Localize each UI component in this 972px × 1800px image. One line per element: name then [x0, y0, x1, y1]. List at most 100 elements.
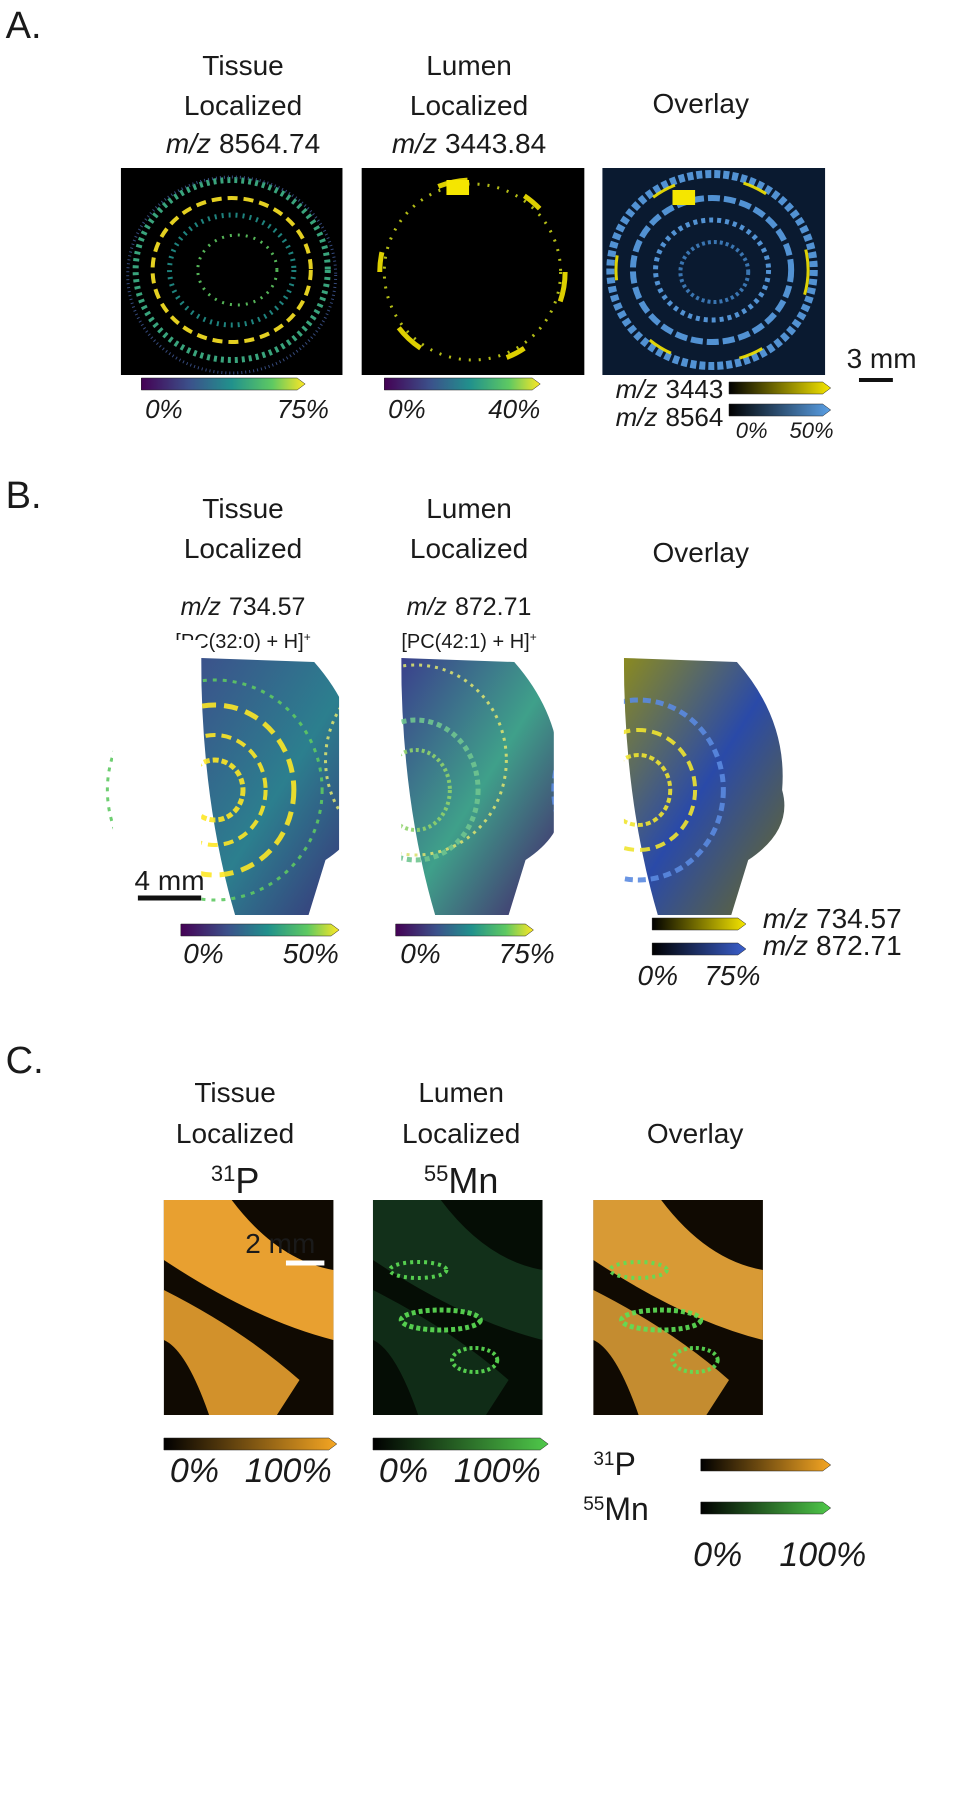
text-part: m/z — [616, 374, 658, 404]
mz-label: m/z 3443.84 — [392, 128, 546, 159]
text-part: Lumen — [426, 50, 512, 81]
column-title: Lumen — [426, 493, 512, 524]
colorbar — [372, 1437, 549, 1451]
text-part: 50% — [789, 418, 833, 443]
column-title: Localized — [402, 1118, 520, 1149]
legend-label: 31P — [593, 1446, 635, 1482]
text-part: 3 mm — [847, 343, 917, 374]
text-part: Tissue — [202, 50, 283, 81]
lumen-signal — [382, 182, 563, 362]
text-part: 8564.74 — [219, 128, 320, 159]
column-title: Tissue — [202, 50, 283, 81]
text-part: Tissue — [194, 1077, 275, 1108]
element-spot — [608, 1260, 669, 1280]
colorbar-max: 50% — [283, 938, 339, 969]
overlay-signal — [606, 170, 818, 370]
lumen-signal — [324, 663, 508, 857]
text-part: 0% — [183, 938, 223, 969]
column-title: Overlay — [653, 537, 749, 568]
colorbar-min: 0% — [736, 418, 768, 443]
text-part: Overlay — [653, 537, 749, 568]
element-spot — [619, 1307, 704, 1333]
colorbar — [163, 1437, 338, 1451]
column-title: Tissue — [202, 493, 283, 524]
text-part: Localized — [184, 533, 302, 564]
text-part: m/z — [392, 128, 437, 159]
element-signal — [372, 1290, 509, 1415]
colorbar — [700, 1501, 832, 1515]
text-part: Lumen — [426, 493, 512, 524]
text-part: 2 mm — [245, 1228, 315, 1259]
overlay-signal — [678, 240, 751, 304]
text-part: m/z — [763, 930, 808, 961]
text-part: 55 — [424, 1161, 448, 1186]
text-part: 0% — [736, 418, 768, 443]
text-part: Tissue — [202, 493, 283, 524]
legend-label: m/z 734.57 — [763, 903, 902, 934]
text-part: Mn — [448, 1160, 498, 1201]
colorbar-min: 0% — [170, 1452, 219, 1490]
column-title: Overlay — [647, 1118, 743, 1149]
text-part: A. — [6, 5, 42, 47]
tissue-signal — [126, 175, 338, 375]
text-part: m/z — [181, 593, 222, 621]
text-part: 0% — [638, 960, 678, 991]
column-title: Localized — [184, 533, 302, 564]
element-spot — [670, 1346, 720, 1374]
text-part: 100% — [245, 1452, 332, 1490]
text-part: Localized — [184, 90, 302, 121]
text-part: 75% — [499, 938, 555, 969]
tissue-signal — [132, 177, 331, 363]
text-part: P — [615, 1446, 636, 1482]
text-part: 0% — [388, 394, 426, 424]
text-part: 40% — [488, 394, 540, 424]
isotope-label: 55Mn — [424, 1160, 499, 1201]
overlay-signal — [629, 195, 795, 345]
colorbar-min: 0% — [400, 938, 440, 969]
tissue-signal — [105, 678, 324, 902]
text-part: C. — [6, 1040, 44, 1082]
element-spot — [450, 1346, 500, 1374]
text-part: 50% — [283, 938, 339, 969]
colorbar-min: 0% — [379, 1452, 428, 1490]
tissue-signal — [196, 233, 279, 307]
colorbar — [651, 917, 747, 931]
colorbar — [395, 923, 534, 937]
colorbar-min: 0% — [388, 394, 426, 424]
text-part: Localized — [176, 1118, 294, 1149]
text-part: [PC(42:1) + H] — [401, 631, 529, 653]
panel-label: B. — [6, 475, 42, 517]
element-spot — [387, 1260, 449, 1280]
element-signal — [593, 1200, 763, 1340]
legend-label: 55Mn — [583, 1491, 649, 1527]
overlay-signal — [672, 190, 696, 205]
scale-bar-label: 4 mm — [135, 865, 205, 896]
element-signal — [593, 1290, 729, 1415]
lumen-signal — [446, 180, 470, 195]
colorbar-max: 75% — [704, 960, 760, 991]
isotope-label: 31P — [211, 1160, 260, 1201]
element-signal — [163, 1290, 300, 1415]
text-part: 75% — [704, 960, 760, 991]
text-part: + — [530, 630, 537, 644]
text-part: 3443.84 — [445, 128, 546, 159]
colorbar-max: 100% — [454, 1452, 541, 1490]
colorbar — [141, 377, 306, 391]
colorbar-max: 100% — [245, 1452, 332, 1490]
ion-label: [PC(32:0) + H]+ — [175, 630, 310, 653]
text-part: 100% — [454, 1452, 541, 1490]
text-part: 872.71 — [816, 930, 902, 961]
legend-label: m/z 3443 — [616, 374, 724, 404]
text-part: 8564 — [666, 402, 724, 432]
colorbar-max: 100% — [779, 1536, 866, 1574]
text-part: Overlay — [653, 88, 749, 119]
element-signal — [163, 1200, 334, 1340]
text-part: [PC(32:0) + H] — [175, 631, 303, 653]
colorbar-min: 0% — [145, 394, 183, 424]
colorbar — [728, 403, 832, 417]
text-part: Localized — [410, 90, 528, 121]
text-part: 4 mm — [135, 865, 205, 896]
text-part: m/z — [166, 128, 211, 159]
column-title: Localized — [410, 90, 528, 121]
ion-image — [361, 168, 585, 375]
